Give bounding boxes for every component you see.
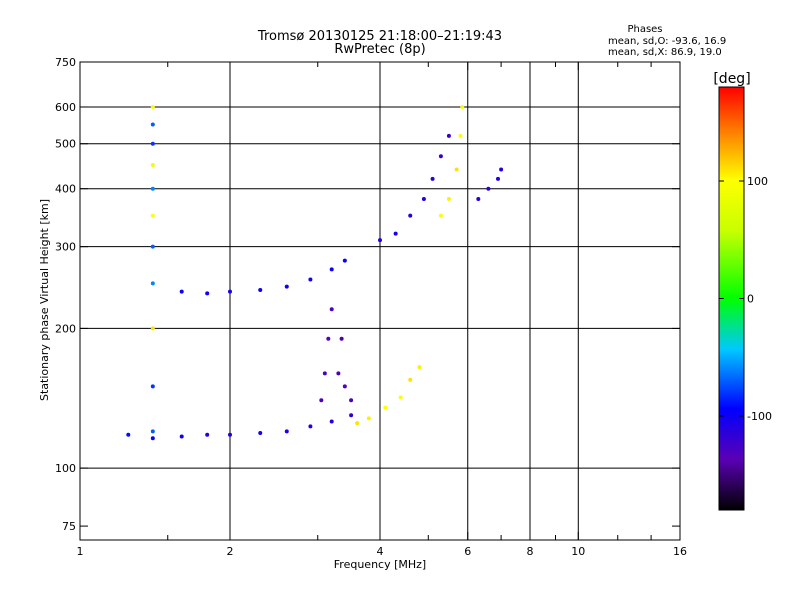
colorbar-tick-label: 100 bbox=[747, 175, 768, 188]
data-point bbox=[308, 277, 313, 282]
data-point bbox=[476, 197, 481, 202]
data-point bbox=[258, 431, 263, 436]
data-point bbox=[179, 434, 184, 439]
data-point bbox=[150, 384, 155, 389]
data-point bbox=[342, 384, 347, 389]
data-point bbox=[342, 258, 347, 263]
data-point bbox=[150, 436, 155, 441]
chart-subtitle: RwPretec (8p) bbox=[334, 42, 425, 57]
y-tick-labels: 75 100 200 300 400 500 600 750 bbox=[55, 56, 76, 533]
data-point bbox=[355, 421, 360, 426]
data-point bbox=[150, 281, 155, 286]
x-tick-label: 16 bbox=[673, 545, 687, 558]
data-point bbox=[398, 395, 403, 400]
y-tick-label: 600 bbox=[55, 101, 76, 114]
data-point bbox=[150, 186, 155, 191]
data-point bbox=[446, 197, 451, 202]
data-point bbox=[150, 162, 155, 167]
data-point bbox=[150, 122, 155, 127]
data-point bbox=[150, 141, 155, 146]
y-tick-label: 200 bbox=[55, 322, 76, 335]
data-point bbox=[150, 429, 155, 434]
x-tick-label: 1 bbox=[77, 545, 84, 558]
data-point bbox=[393, 231, 398, 236]
data-point bbox=[421, 197, 426, 202]
colorbar-label: [deg] bbox=[713, 71, 750, 87]
chart-title: Tromsø 20130125 21:18:00–21:19:43 bbox=[257, 29, 502, 44]
data-point bbox=[458, 133, 463, 138]
y-axis-label: Stationary phase Virtual Height [km] bbox=[38, 199, 51, 401]
x-tick-label: 8 bbox=[527, 545, 534, 558]
data-point bbox=[126, 432, 131, 437]
x-tick-label: 2 bbox=[227, 545, 234, 558]
y-tick-label: 400 bbox=[55, 183, 76, 196]
data-point bbox=[150, 326, 155, 331]
data-point bbox=[258, 287, 263, 292]
data-point bbox=[417, 365, 422, 370]
data-point bbox=[284, 429, 289, 434]
data-point bbox=[205, 291, 210, 296]
data-point bbox=[349, 413, 354, 418]
colorbar-tick-label: -100 bbox=[747, 410, 772, 423]
data-point bbox=[329, 307, 334, 312]
data-point bbox=[150, 244, 155, 249]
data-point bbox=[499, 167, 504, 172]
data-point bbox=[329, 267, 334, 272]
data-point bbox=[446, 133, 451, 138]
data-point bbox=[408, 213, 413, 218]
phase-stats-header: Phases bbox=[627, 24, 662, 35]
grid-lines bbox=[80, 62, 680, 540]
colorbar-tick-label: 0 bbox=[747, 293, 754, 306]
data-point bbox=[284, 284, 289, 289]
y-tick-label: 100 bbox=[55, 462, 76, 475]
y-tick-label: 500 bbox=[55, 138, 76, 151]
data-point bbox=[326, 336, 331, 341]
data-point bbox=[438, 154, 443, 159]
data-point bbox=[383, 405, 388, 410]
colorbar-ticks: 100 0 -100 bbox=[719, 175, 772, 423]
data-point bbox=[408, 377, 413, 382]
data-point bbox=[366, 416, 371, 421]
data-point bbox=[179, 289, 184, 294]
data-point bbox=[438, 213, 443, 218]
data-point bbox=[460, 104, 465, 109]
data-point bbox=[339, 336, 344, 341]
axis-ticks bbox=[79, 61, 681, 540]
data-point bbox=[430, 176, 435, 181]
data-point bbox=[349, 398, 354, 403]
y-tick-label: 75 bbox=[62, 520, 76, 533]
x-axis-label: Frequency [MHz] bbox=[334, 558, 426, 571]
data-point bbox=[486, 186, 491, 191]
phase-stats-x: mean, sd,X: 86.9, 19.0 bbox=[608, 47, 722, 58]
data-point bbox=[336, 371, 341, 376]
phase-stats-o: mean, sd,O: -93.6, 16.9 bbox=[608, 36, 726, 47]
data-point bbox=[319, 398, 324, 403]
data-point bbox=[495, 176, 500, 181]
x-tick-label: 10 bbox=[571, 545, 585, 558]
y-tick-label: 750 bbox=[55, 56, 76, 69]
data-point bbox=[322, 371, 327, 376]
data-point bbox=[150, 213, 155, 218]
data-point bbox=[228, 432, 232, 437]
data-point bbox=[378, 238, 382, 243]
x-tick-label: 6 bbox=[464, 545, 471, 558]
data-point bbox=[454, 167, 459, 172]
data-point bbox=[308, 424, 313, 429]
data-point bbox=[228, 289, 232, 294]
x-tick-labels: 1 2 4 6 8 10 16 bbox=[77, 545, 688, 558]
data-point bbox=[329, 419, 334, 424]
data-points bbox=[126, 104, 504, 441]
y-tick-label: 300 bbox=[55, 241, 76, 254]
x-tick-label: 4 bbox=[377, 545, 384, 558]
data-point bbox=[150, 104, 155, 109]
data-point bbox=[205, 432, 210, 437]
